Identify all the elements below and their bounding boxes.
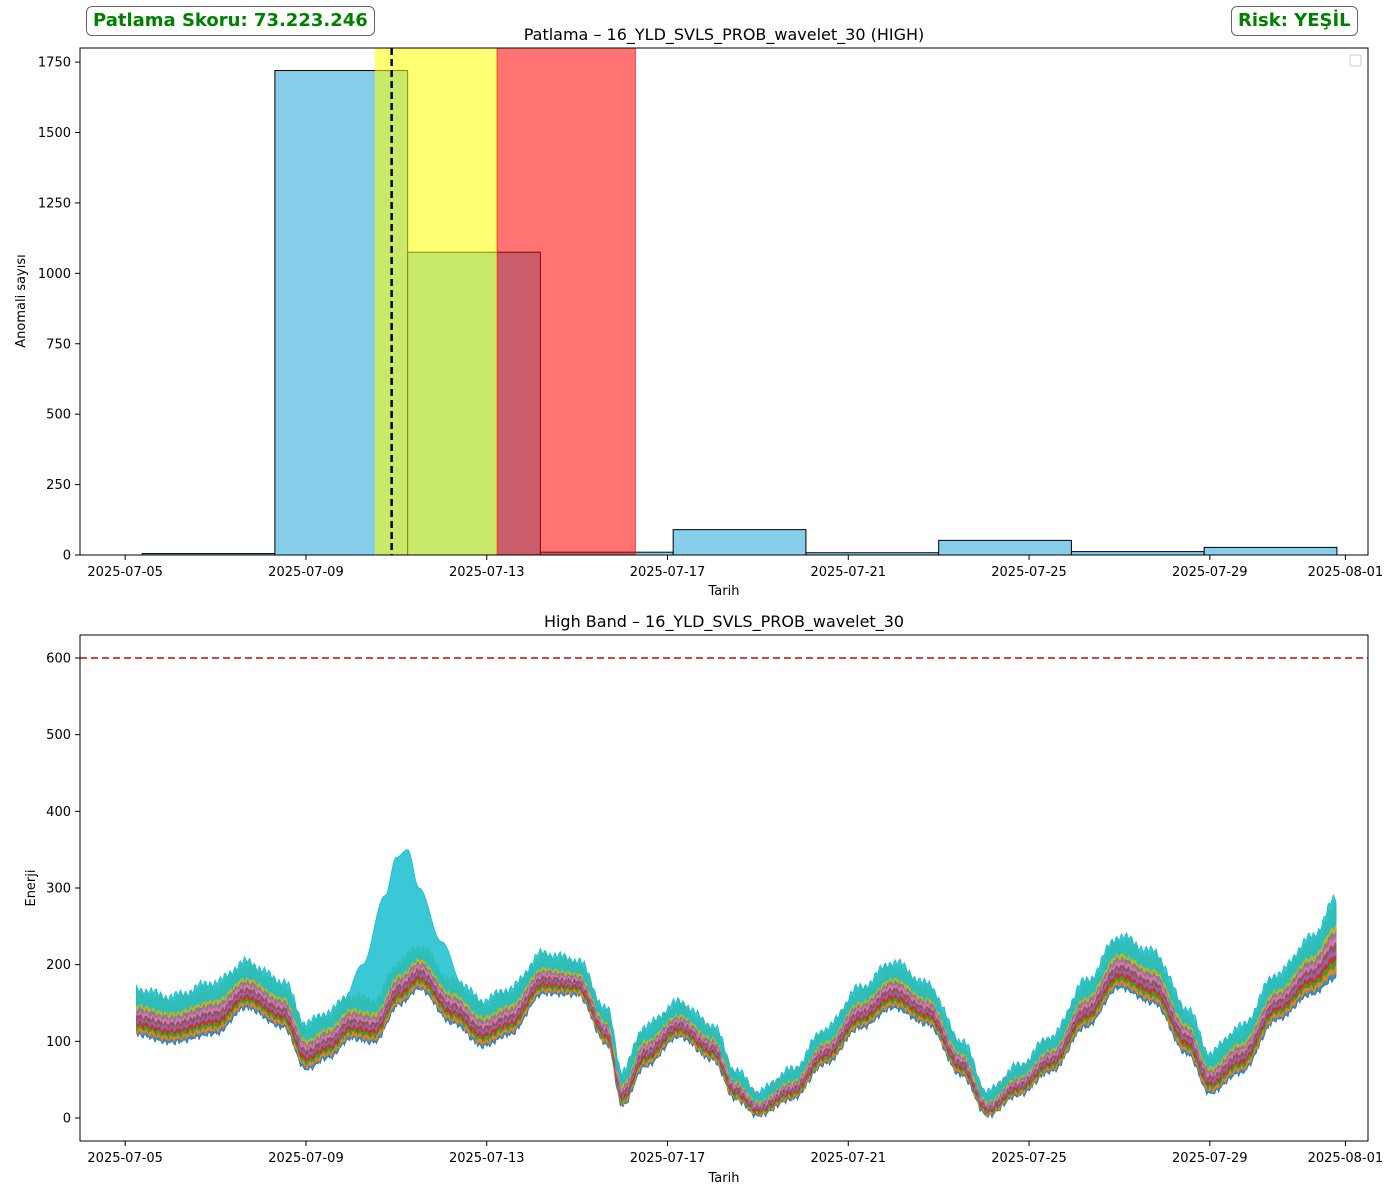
histogram-axes-frame [79, 47, 1369, 556]
y-tick-label: 1750 [38, 56, 71, 71]
y-tick-label: 500 [46, 728, 71, 743]
x-tick-label: 2025-07-25 [991, 565, 1067, 580]
risk-span [496, 47, 636, 556]
high-band-ylabel: Enerji [24, 869, 39, 906]
y-tick-label: 300 [46, 882, 71, 897]
x-tick-label: 2025-07-05 [87, 565, 163, 580]
histogram-x-ticks: 2025-07-05 2025-07-09 2025-07-13 2025-07-17… [87, 555, 1383, 580]
score-badge: Patlama Skoru: 73.223.246 [86, 6, 375, 36]
y-tick-label: 0 [63, 549, 71, 564]
x-tick-label: 2025-08-01 [1308, 565, 1384, 580]
x-tick-label: 2025-07-09 [268, 1151, 344, 1166]
histogram-y-ticks: 0 250 500 750 1000 1250 1500 1750 [38, 56, 80, 564]
histogram-bar [672, 529, 807, 556]
y-tick-label: 200 [46, 958, 71, 973]
legend-box [1349, 54, 1362, 67]
x-tick-label: 2025-07-09 [268, 565, 344, 580]
high-band-title: High Band – 16_YLD_SVLS_PROB_wavelet_30 [544, 612, 904, 632]
histogram-title: Patlama – 16_YLD_SVLS_PROB_wavelet_30 (H… [524, 25, 925, 45]
histogram-ylabel: Anomali sayısı [14, 254, 29, 348]
x-tick-label: 2025-07-25 [991, 1151, 1067, 1166]
y-tick-label: 0 [63, 1112, 71, 1127]
y-tick-label: 500 [46, 408, 71, 423]
x-tick-label: 2025-07-29 [1172, 565, 1248, 580]
high-band-x-ticks: 2025-07-05 2025-07-09 2025-07-13 2025-07-17… [87, 1141, 1383, 1166]
x-tick-label: 2025-07-05 [87, 1151, 163, 1166]
y-tick-label: 1250 [38, 196, 71, 211]
x-tick-label: 2025-07-21 [810, 565, 886, 580]
x-tick-label: 2025-07-21 [810, 1151, 886, 1166]
x-tick-label: 2025-07-13 [449, 565, 525, 580]
histogram-bar [1070, 551, 1205, 556]
y-tick-label: 400 [46, 805, 71, 820]
x-tick-label: 2025-07-29 [1172, 1151, 1248, 1166]
x-tick-label: 2025-07-17 [630, 1151, 706, 1166]
x-tick-label: 2025-08-01 [1308, 1151, 1384, 1166]
x-tick-label: 2025-07-13 [449, 1151, 525, 1166]
series-band [136, 849, 1337, 1104]
y-tick-label: 750 [46, 337, 71, 352]
y-tick-label: 1500 [38, 126, 71, 141]
histogram-xlabel: Tarih [708, 584, 740, 599]
high-band-series [136, 849, 1337, 1119]
histogram-chart: Patlama – 16_YLD_SVLS_PROB_wavelet_30 (H… [14, 25, 1383, 599]
high-band-axes-frame [79, 634, 1369, 1142]
histogram-bar [938, 539, 1072, 556]
y-tick-label: 250 [46, 478, 71, 493]
x-tick-label: 2025-07-17 [630, 565, 706, 580]
y-tick-label: 1000 [38, 267, 71, 282]
high-band-xlabel: Tarih [708, 1171, 740, 1186]
high-band-chart: High Band – 16_YLD_SVLS_PROB_wavelet_30 … [24, 612, 1383, 1186]
high-band-y-ticks: 0 100 200 300 400 500 600 [46, 652, 80, 1127]
histogram-bar [1203, 546, 1338, 556]
y-tick-label: 600 [46, 652, 71, 667]
risk-badge: Risk: YEŞİL [1231, 6, 1358, 36]
y-tick-label: 100 [46, 1035, 71, 1050]
risk-span [375, 47, 498, 556]
histogram-bars [141, 47, 1338, 556]
